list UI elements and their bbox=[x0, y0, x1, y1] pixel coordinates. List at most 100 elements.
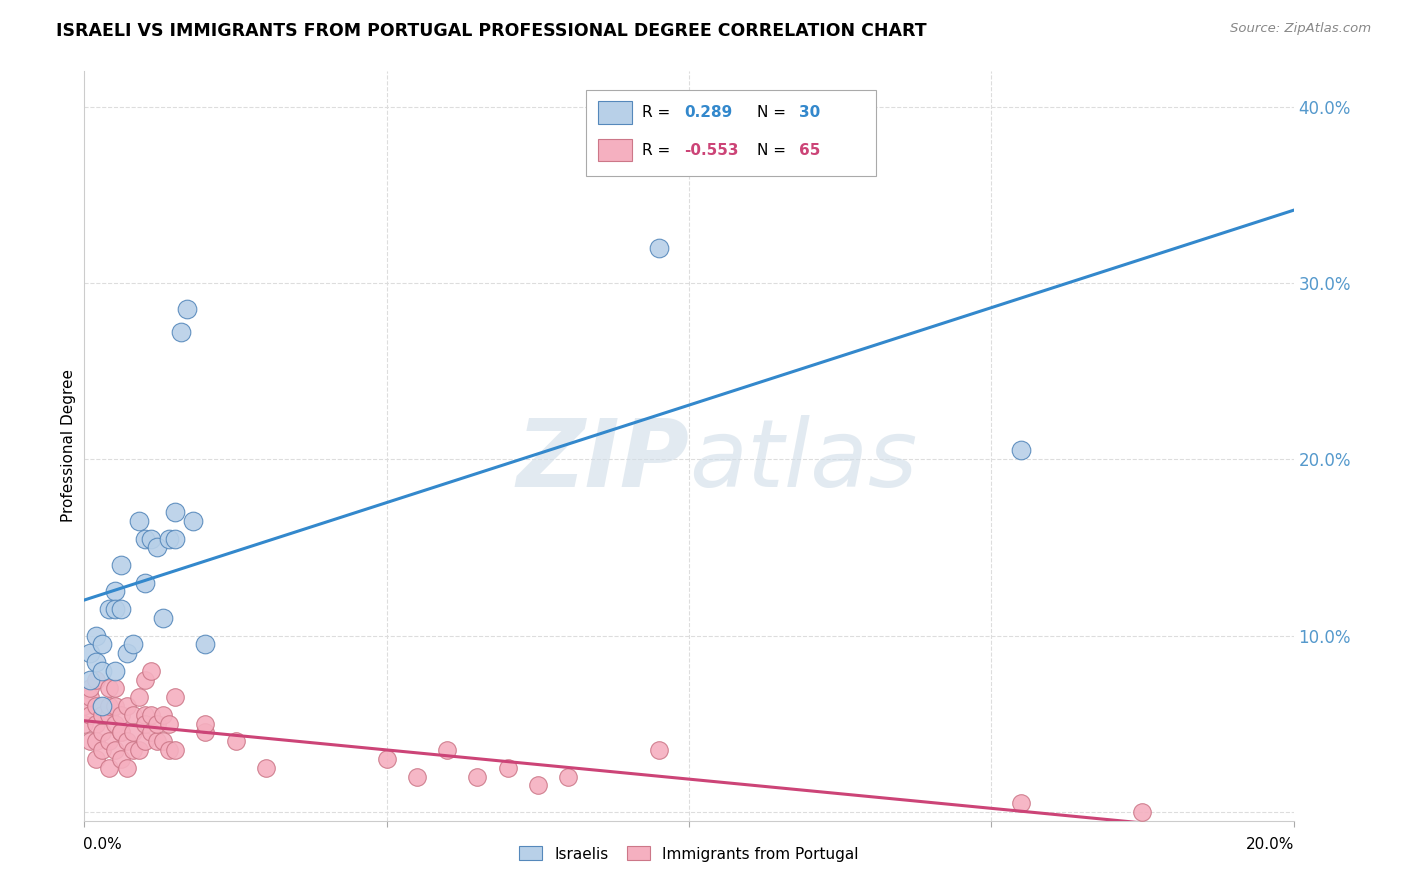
Point bbox=[110, 707, 132, 722]
Text: R =: R = bbox=[641, 105, 671, 120]
Point bbox=[86, 655, 108, 669]
Point bbox=[91, 699, 114, 714]
Point bbox=[128, 514, 150, 528]
Point bbox=[97, 761, 120, 775]
Point bbox=[97, 681, 120, 696]
Point bbox=[104, 716, 127, 731]
Point bbox=[104, 664, 127, 678]
Point bbox=[1011, 443, 1033, 458]
Legend: Israelis, Immigrants from Portugal: Israelis, Immigrants from Portugal bbox=[512, 838, 866, 869]
Point bbox=[194, 637, 217, 651]
Point bbox=[110, 558, 132, 572]
FancyBboxPatch shape bbox=[586, 90, 876, 177]
Point bbox=[128, 743, 150, 757]
Point bbox=[165, 743, 187, 757]
Point bbox=[79, 690, 101, 705]
Text: N =: N = bbox=[756, 105, 786, 120]
Point bbox=[91, 699, 114, 714]
Point bbox=[121, 637, 143, 651]
Point bbox=[648, 241, 671, 255]
Point bbox=[176, 302, 198, 317]
Point bbox=[128, 690, 150, 705]
Point bbox=[91, 743, 114, 757]
Text: N =: N = bbox=[756, 143, 786, 158]
Point bbox=[375, 752, 398, 766]
Point bbox=[146, 734, 169, 748]
Point bbox=[104, 699, 127, 714]
Point bbox=[165, 532, 187, 546]
Point bbox=[181, 514, 204, 528]
Point bbox=[104, 584, 127, 599]
Text: -0.553: -0.553 bbox=[685, 143, 738, 158]
Point bbox=[1011, 796, 1033, 810]
Point bbox=[97, 699, 120, 714]
Text: 0.0%: 0.0% bbox=[83, 837, 122, 852]
Point bbox=[79, 707, 101, 722]
Point bbox=[86, 628, 108, 642]
Point bbox=[146, 541, 169, 555]
Point bbox=[157, 532, 180, 546]
Point bbox=[121, 707, 143, 722]
Text: 0.289: 0.289 bbox=[685, 105, 733, 120]
Point bbox=[194, 716, 217, 731]
Point bbox=[165, 690, 187, 705]
Point bbox=[104, 743, 127, 757]
Point bbox=[406, 770, 429, 784]
Point bbox=[115, 761, 138, 775]
Point bbox=[165, 505, 187, 519]
Point bbox=[73, 716, 96, 731]
Point bbox=[79, 734, 101, 748]
Point bbox=[86, 699, 108, 714]
Point bbox=[91, 707, 114, 722]
Point bbox=[79, 673, 101, 687]
Point bbox=[121, 743, 143, 757]
Point bbox=[436, 743, 458, 757]
Point bbox=[91, 664, 114, 678]
Point bbox=[73, 699, 96, 714]
Point bbox=[157, 716, 180, 731]
Y-axis label: Professional Degree: Professional Degree bbox=[60, 369, 76, 523]
Point bbox=[134, 716, 156, 731]
Text: 65: 65 bbox=[799, 143, 820, 158]
Text: ZIP: ZIP bbox=[516, 415, 689, 507]
Point bbox=[79, 646, 101, 660]
Point bbox=[152, 707, 174, 722]
Point bbox=[97, 602, 120, 616]
Point bbox=[134, 575, 156, 590]
Point bbox=[146, 716, 169, 731]
Point bbox=[139, 725, 162, 739]
Point bbox=[110, 725, 132, 739]
Point bbox=[139, 664, 162, 678]
Point bbox=[170, 326, 193, 340]
Point bbox=[134, 532, 156, 546]
Point bbox=[496, 761, 519, 775]
Point bbox=[152, 611, 174, 625]
Point bbox=[134, 673, 156, 687]
Point bbox=[115, 734, 138, 748]
Point bbox=[104, 602, 127, 616]
Point bbox=[139, 532, 162, 546]
Point bbox=[225, 734, 247, 748]
Text: Source: ZipAtlas.com: Source: ZipAtlas.com bbox=[1230, 22, 1371, 36]
Point bbox=[110, 752, 132, 766]
Point bbox=[157, 743, 180, 757]
Point bbox=[110, 725, 132, 739]
Point bbox=[97, 734, 120, 748]
Point bbox=[134, 734, 156, 748]
Point bbox=[1130, 805, 1153, 819]
Point bbox=[91, 725, 114, 739]
Point bbox=[134, 707, 156, 722]
FancyBboxPatch shape bbox=[599, 139, 633, 161]
FancyBboxPatch shape bbox=[599, 102, 633, 124]
Point bbox=[86, 752, 108, 766]
Point bbox=[115, 646, 138, 660]
Point bbox=[527, 778, 550, 792]
Point bbox=[79, 681, 101, 696]
Point bbox=[86, 673, 108, 687]
Point bbox=[648, 743, 671, 757]
Text: 20.0%: 20.0% bbox=[1246, 837, 1295, 852]
Point bbox=[91, 637, 114, 651]
Point bbox=[152, 734, 174, 748]
Text: 30: 30 bbox=[799, 105, 820, 120]
Point bbox=[86, 734, 108, 748]
